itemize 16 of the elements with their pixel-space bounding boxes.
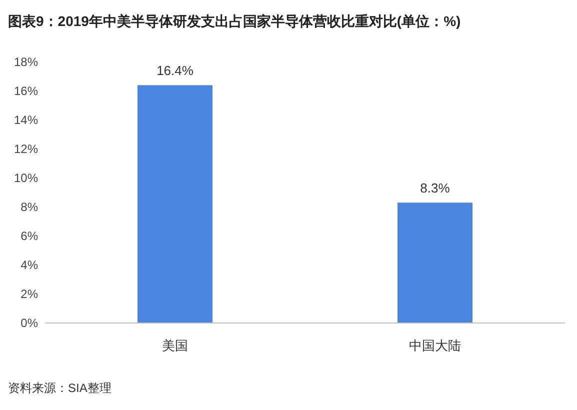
- y-tick-label: 4%: [20, 258, 38, 272]
- y-tick-label: 0%: [20, 316, 38, 330]
- x-tick-label: 美国: [162, 338, 188, 353]
- y-tick-label: 6%: [20, 229, 38, 243]
- y-tick-label: 14%: [14, 113, 38, 127]
- data-label: 8.3%: [420, 180, 450, 196]
- y-tick-label: 2%: [20, 287, 38, 301]
- data-label: 16.4%: [156, 63, 194, 78]
- chart-title: 图表9：2019年中美半导体研发支出占国家半导体营收比重对比(单位：%): [8, 13, 461, 29]
- text: 资料来源：SIA整理: [8, 381, 112, 395]
- y-tick-label: 16%: [14, 84, 38, 98]
- y-tick-label: 8%: [20, 200, 38, 214]
- y-tick-label: 12%: [14, 142, 38, 156]
- y-tick-label: 10%: [14, 171, 38, 185]
- x-tick-label: 中国大陆: [409, 338, 461, 353]
- y-tick-label: 18%: [14, 55, 38, 69]
